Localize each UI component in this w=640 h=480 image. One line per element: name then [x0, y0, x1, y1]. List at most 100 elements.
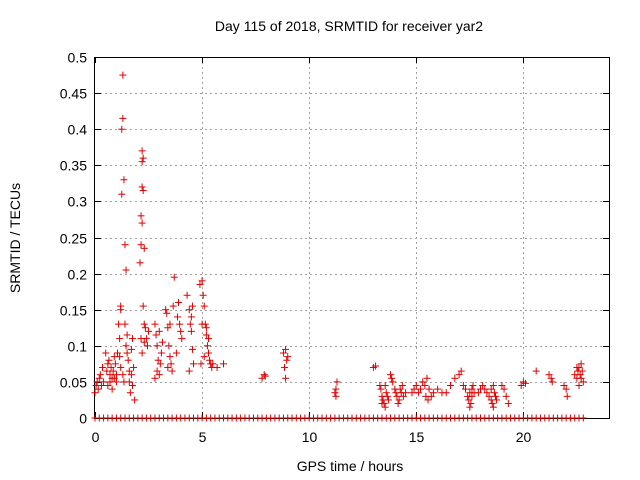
data-point — [175, 298, 183, 306]
data-point — [173, 313, 181, 321]
data-point — [577, 360, 585, 368]
data-point — [213, 363, 221, 371]
data-point — [332, 385, 340, 393]
data-point — [154, 356, 162, 364]
data-point — [137, 335, 145, 343]
data-point — [489, 382, 497, 390]
data-point — [489, 403, 497, 411]
data-point — [398, 382, 406, 390]
data-point — [434, 385, 442, 393]
data-point — [500, 385, 508, 393]
data-point — [414, 389, 422, 397]
data-point — [143, 342, 151, 350]
data-point — [128, 382, 136, 390]
data-point — [188, 302, 196, 310]
data-point — [417, 385, 425, 393]
data-point — [178, 335, 186, 343]
y-tick-label: 0 — [79, 411, 87, 427]
data-point — [170, 273, 178, 281]
data-point — [122, 266, 130, 274]
data-point — [488, 400, 496, 408]
data-point — [138, 158, 146, 166]
data-point — [141, 324, 149, 332]
data-point — [177, 327, 185, 335]
data-point — [457, 367, 465, 375]
data-point — [106, 371, 114, 379]
data-point — [103, 367, 111, 375]
data-point — [200, 302, 208, 310]
data-point — [172, 349, 180, 357]
data-point — [199, 291, 207, 299]
data-point — [573, 363, 581, 371]
data-point — [425, 385, 433, 393]
data-point — [378, 400, 386, 408]
data-point — [104, 360, 112, 368]
data-point — [377, 385, 385, 393]
data-point — [115, 320, 123, 328]
data-point — [465, 396, 473, 404]
data-point — [119, 71, 127, 79]
data-point — [166, 320, 174, 328]
data-point — [198, 320, 206, 328]
data-point — [388, 374, 396, 382]
data-point — [372, 362, 380, 370]
data-point — [136, 259, 144, 267]
data-point — [122, 342, 130, 350]
data-point — [156, 360, 164, 368]
data-point — [205, 349, 213, 357]
data-point — [333, 378, 341, 386]
data-point — [490, 389, 498, 397]
data-point — [468, 385, 476, 393]
x-tick-label: 20 — [516, 429, 532, 445]
x-axis-title: GPS time / hours — [297, 458, 404, 474]
data-point — [517, 382, 525, 390]
data-point — [176, 320, 184, 328]
data-point — [110, 374, 118, 382]
data-point — [153, 367, 161, 375]
x-tick-label: 15 — [409, 429, 425, 445]
data-point — [138, 147, 146, 155]
data-point — [459, 382, 467, 390]
data-point — [117, 306, 125, 314]
data-point — [96, 371, 104, 379]
data-point — [393, 392, 401, 400]
x-tick-label: 10 — [302, 429, 318, 445]
data-point — [447, 382, 455, 390]
data-point — [467, 400, 475, 408]
y-axis-title: SRMTID / TECUs — [7, 183, 23, 293]
data-point — [474, 389, 482, 397]
data-point — [577, 374, 585, 382]
data-point — [93, 378, 101, 386]
data-point — [104, 382, 112, 390]
data-point — [396, 385, 404, 393]
data-point — [137, 241, 145, 249]
data-point — [139, 187, 147, 195]
data-point — [578, 367, 586, 375]
data-point — [563, 392, 571, 400]
data-point — [97, 382, 105, 390]
data-point — [281, 363, 289, 371]
data-point — [521, 379, 529, 387]
data-point — [183, 291, 191, 299]
data-point — [121, 320, 129, 328]
data-point — [197, 360, 205, 368]
data-point — [109, 367, 117, 375]
data-point — [384, 396, 392, 404]
data-point — [187, 313, 195, 321]
data-point — [462, 385, 470, 393]
data-point — [205, 335, 213, 343]
data-point — [123, 349, 131, 357]
data-point — [164, 363, 172, 371]
data-point — [332, 392, 340, 400]
data-point — [131, 396, 139, 404]
data-point — [187, 327, 195, 335]
data-point — [139, 302, 147, 310]
data-point — [282, 374, 290, 382]
data-point — [121, 241, 129, 249]
y-tick-label: 0.2 — [68, 267, 88, 283]
data-point — [130, 363, 138, 371]
data-point — [102, 349, 110, 357]
data-point — [168, 367, 176, 375]
data-point — [91, 389, 99, 397]
data-point — [139, 154, 147, 162]
